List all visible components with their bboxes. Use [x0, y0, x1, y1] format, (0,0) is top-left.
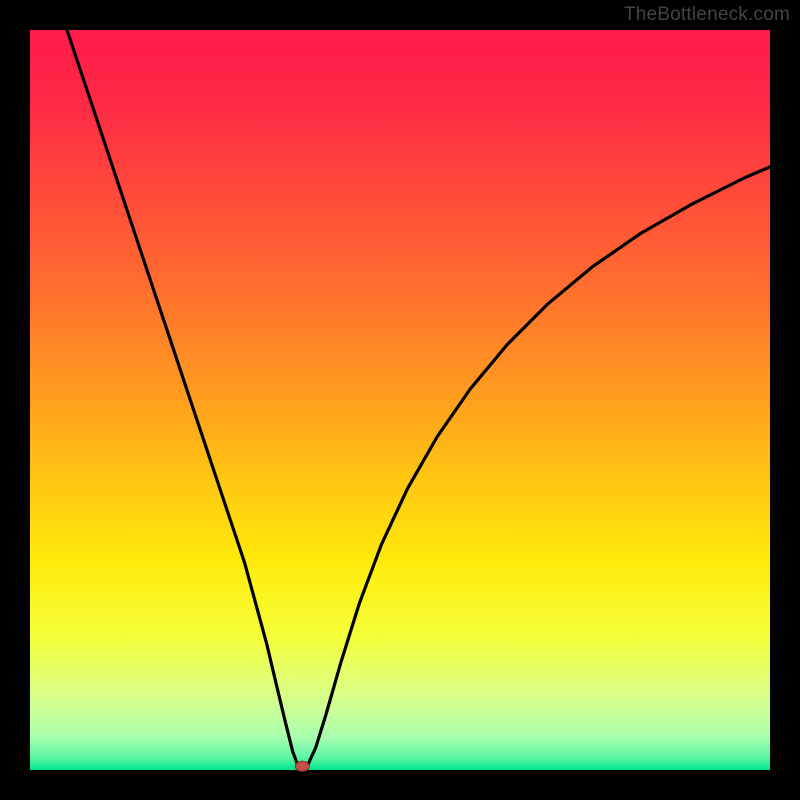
- chart-svg: [0, 0, 800, 800]
- minimum-marker: [295, 761, 309, 771]
- plot-background: [30, 30, 770, 770]
- chart-container: TheBottleneck.com: [0, 0, 800, 800]
- watermark-text: TheBottleneck.com: [624, 4, 790, 26]
